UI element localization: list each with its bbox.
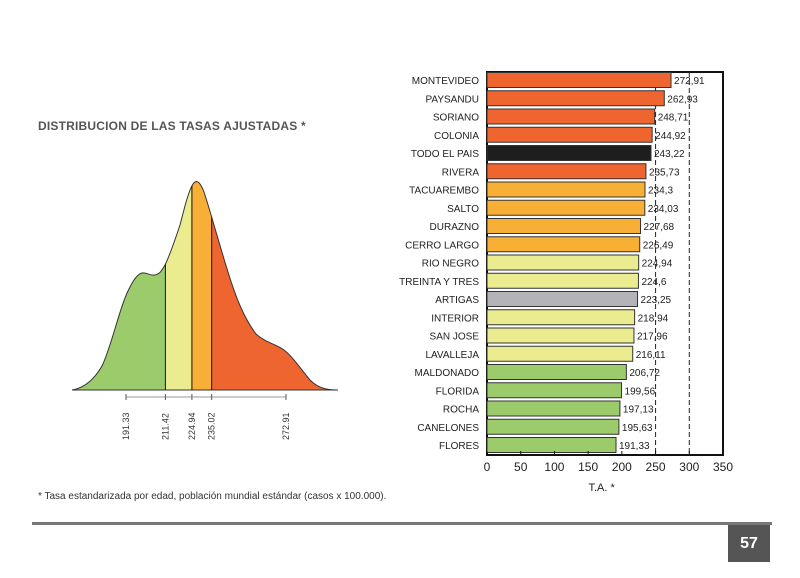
category-label: COLONIA <box>434 131 479 142</box>
density-segment-2 <box>191 181 212 390</box>
bar-durazno <box>486 218 642 234</box>
bar-tacuarembo <box>486 181 646 198</box>
bar-rivera <box>486 163 647 180</box>
category-label: CANELONES <box>417 423 479 434</box>
page-number: 57 <box>728 525 770 562</box>
value-label: 234,03 <box>648 204 679 215</box>
category-label: TACUAREMBO <box>409 186 479 197</box>
value-label: 224,94 <box>642 259 673 270</box>
bar-todo-el-pais <box>486 145 652 161</box>
category-label: SORIANO <box>433 113 479 124</box>
bar-cerro-largo <box>486 236 641 253</box>
x-tick-label: 100 <box>544 460 564 474</box>
value-label: 234,3 <box>648 186 673 197</box>
category-label: FLORIDA <box>436 386 480 397</box>
value-label: 243,22 <box>654 149 685 160</box>
density-plot: 191.33 211.42 224.94 235.02 272.91 <box>71 181 339 440</box>
value-label: 191,33 <box>619 441 650 452</box>
value-label: 248,71 <box>658 113 689 124</box>
category-label: RIVERA <box>442 167 480 178</box>
footnote: * Tasa estandarizada por edad, población… <box>38 491 387 502</box>
value-label: 226,49 <box>643 240 674 251</box>
bar-artigas <box>486 291 639 307</box>
category-label: DURAZNO <box>430 222 480 233</box>
value-label: 217,96 <box>637 332 668 343</box>
bar-chart: MONTEVIDEO 272,91 PAYSANDU 262,93 SORIANO 248… <box>399 71 733 494</box>
value-label: 235,73 <box>649 167 680 178</box>
bar-interior <box>486 309 636 326</box>
density-title: DISTRIBUCION DE LAS TASAS AJUSTADAS * <box>38 119 306 133</box>
category-label: SAN JOSE <box>430 332 480 343</box>
category-label: SALTO <box>447 204 479 215</box>
category-label: RIO NEGRO <box>422 259 479 270</box>
density-tick-label: 224.94 <box>187 412 197 440</box>
bar-maldonado <box>486 364 627 380</box>
bar-soriano <box>486 108 656 125</box>
density-curve <box>71 181 339 391</box>
value-label: 227,68 <box>644 222 675 233</box>
value-label: 223,25 <box>641 295 672 306</box>
x-tick-label: 50 <box>514 460 528 474</box>
value-label: 206,72 <box>629 368 660 379</box>
category-label: FLORES <box>439 441 479 452</box>
divider <box>32 522 772 525</box>
density-tick-label: 191.33 <box>121 412 131 440</box>
density-segment-0 <box>72 181 166 390</box>
category-label: TODO EL PAIS <box>411 149 479 160</box>
bar-rocha <box>486 400 621 417</box>
value-label: 195,63 <box>622 423 653 434</box>
value-label: 272,91 <box>674 76 705 87</box>
value-label: 216,11 <box>636 350 666 361</box>
bar-paysandu <box>486 90 665 107</box>
x-tick-label: 350 <box>713 460 733 474</box>
bar-flores <box>486 437 617 453</box>
category-label: MONTEVIDEO <box>412 76 479 87</box>
category-label: INTERIOR <box>431 313 479 324</box>
value-label: 224,6 <box>641 277 666 288</box>
category-label: TREINTA Y TRES <box>399 277 479 288</box>
density-tick-label: 235.02 <box>207 412 217 440</box>
x-tick-label: 300 <box>679 460 699 474</box>
value-label: 262,93 <box>667 94 698 105</box>
x-axis-label: T.A. * <box>588 482 615 494</box>
x-tick-label: 200 <box>612 460 632 474</box>
category-label: PAYSANDU <box>425 94 479 105</box>
bar-salto <box>486 199 646 216</box>
category-label: ROCHA <box>443 405 479 416</box>
x-tick-label: 0 <box>484 460 491 474</box>
value-label: 197,13 <box>623 405 654 416</box>
density-tick-label: 211.42 <box>160 413 170 440</box>
category-label: CERRO LARGO <box>405 240 479 251</box>
value-label: 218,94 <box>638 313 669 324</box>
category-label: MALDONADO <box>415 368 480 379</box>
density-tick-label: 272.91 <box>281 412 291 440</box>
value-label: 199,56 <box>625 386 656 397</box>
bar-rio-negro <box>486 254 640 271</box>
bar-colonia <box>486 126 653 143</box>
x-tick-label: 250 <box>646 460 666 474</box>
category-label: ARTIGAS <box>435 295 479 306</box>
value-label: 244,92 <box>655 131 686 142</box>
bar-canelones <box>486 418 620 435</box>
category-label: LAVALLEJA <box>425 350 479 361</box>
bar-san-jose <box>486 327 635 344</box>
density-segment-1 <box>165 181 192 390</box>
x-tick-label: 150 <box>578 460 598 474</box>
bar-treinta-y-tres <box>486 272 639 289</box>
bar-montevideo <box>486 72 672 88</box>
bar-lavalleja <box>486 345 634 362</box>
bar-florida <box>486 382 623 399</box>
